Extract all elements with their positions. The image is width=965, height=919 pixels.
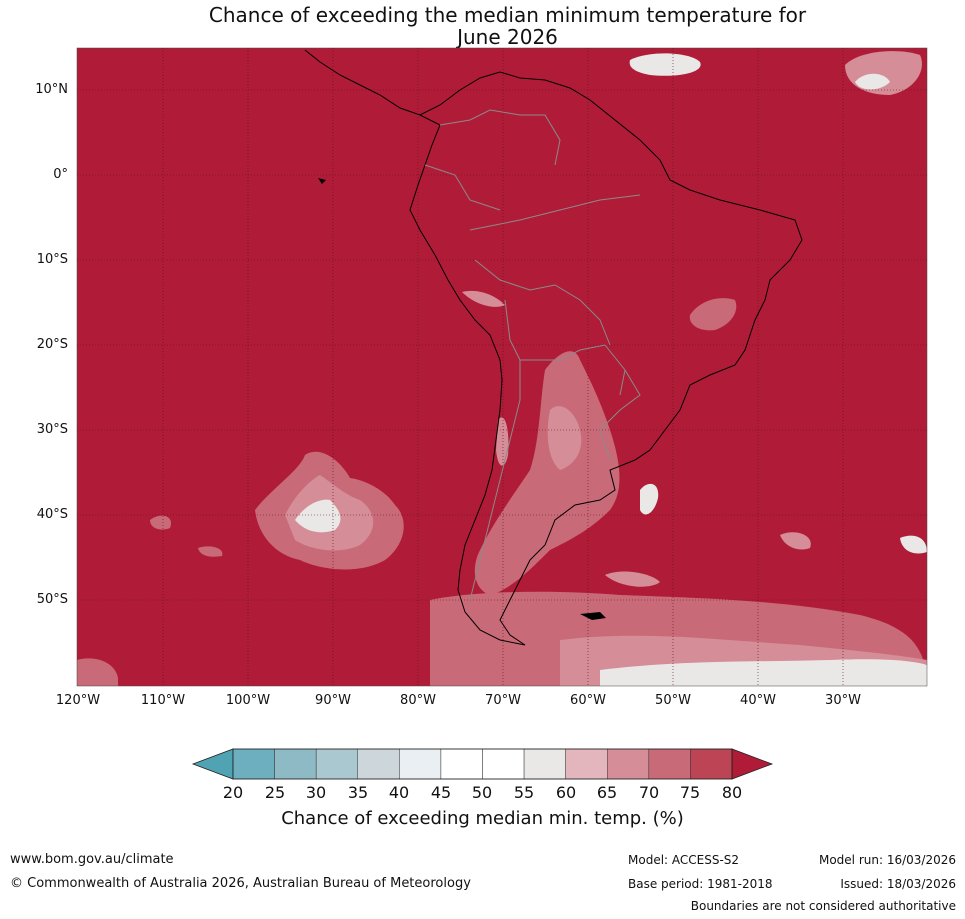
- map-title: Chance of exceeding the median minimum t…: [0, 4, 965, 48]
- website-link[interactable]: www.bom.gov.au/climate: [10, 852, 174, 867]
- patch-brazil: [689, 298, 737, 331]
- colorbar-tick: 50: [471, 783, 493, 802]
- lat-label-30s: 30°S: [36, 422, 68, 437]
- colorbar: [191, 748, 774, 780]
- patch-south-pacific-core: [295, 499, 341, 533]
- lat-label-50s: 50°S: [36, 592, 68, 607]
- colorbar-tick: 35: [347, 783, 369, 802]
- title-line-1: Chance of exceeding the median minimum t…: [208, 3, 807, 27]
- colorbar-cell: [482, 748, 525, 780]
- lon-label-30w: 30°W: [825, 693, 861, 708]
- patch-south-atlantic-4: [900, 535, 927, 554]
- lon-label-100w: 100°W: [225, 693, 271, 708]
- patch-north-atlantic: [629, 53, 701, 76]
- colorbar-tick: 45: [430, 783, 452, 802]
- model-run-date: Model run: 16/03/2026: [818, 853, 956, 867]
- colorbar-tick: 70: [638, 783, 660, 802]
- colorbar-tick: 40: [388, 783, 410, 802]
- patch-argentina: [474, 351, 620, 595]
- colorbar-tick: 55: [513, 783, 535, 802]
- colorbar-tick: 80: [721, 783, 743, 802]
- colorbar-tick: 20: [222, 783, 244, 802]
- lon-label-70w: 70°W: [485, 693, 521, 708]
- colorbar-cell: [274, 748, 317, 780]
- patch-bolivia: [462, 290, 505, 307]
- base-period: Base period: 1981-2018: [628, 877, 773, 891]
- lon-label-40w: 40°W: [740, 693, 776, 708]
- falkland-islands: [580, 612, 606, 620]
- patch-sw-corner: [77, 658, 118, 686]
- colorbar-tick: 75: [679, 783, 701, 802]
- colorbar-cell: [648, 748, 691, 780]
- south-america-coastline: [304, 49, 803, 646]
- probability-contours: [77, 51, 927, 686]
- map-frame: [76, 47, 928, 687]
- patch-argentina-inner: [547, 406, 582, 470]
- colorbar-tick: 60: [555, 783, 577, 802]
- colorbar-tick: 65: [596, 783, 618, 802]
- patch-west-1: [150, 515, 171, 530]
- patch-south-atlantic-1: [640, 483, 659, 515]
- lat-label-10n: 10°N: [35, 82, 68, 97]
- title-line-2: June 2026: [457, 25, 558, 49]
- colorbar-title: Chance of exceeding median min. temp. (%…: [281, 808, 684, 829]
- lat-label-20s: 20°S: [36, 337, 68, 352]
- gridlines: [77, 48, 927, 686]
- boundaries-disclaimer: Boundaries are not considered authoritat…: [690, 899, 956, 913]
- colorbar-cell: [399, 748, 442, 780]
- colorbar-cell: [440, 748, 483, 780]
- issued-date: Issued: 18/03/2026: [840, 877, 956, 891]
- colorbar-cell: [357, 748, 400, 780]
- patch-south-atlantic-3: [780, 532, 811, 550]
- lon-label-50w: 50°W: [655, 693, 691, 708]
- country-boundaries: [424, 109, 641, 601]
- patch-south-atlantic-2: [605, 571, 660, 587]
- lon-label-80w: 80°W: [400, 693, 436, 708]
- lon-label-120w: 120°W: [55, 693, 101, 708]
- lat-label-10s: 10°S: [36, 252, 68, 267]
- lat-label-0: 0°: [53, 167, 68, 182]
- galapagos-islands: [318, 178, 326, 184]
- colorbar-cell: [523, 748, 566, 780]
- colorbar-tick: 30: [305, 783, 327, 802]
- colorbar-low-arrow: [191, 748, 234, 780]
- patch-chile: [496, 417, 509, 466]
- colorbar-tick: 25: [264, 783, 286, 802]
- colorbar-cell: [315, 748, 358, 780]
- colorbar-cell: [565, 748, 608, 780]
- lat-label-40s: 40°S: [36, 507, 68, 522]
- colorbar-cell: [232, 748, 275, 780]
- lon-label-110w: 110°W: [140, 693, 186, 708]
- model-name: Model: ACCESS-S2: [628, 853, 740, 867]
- lon-label-90w: 90°W: [315, 693, 351, 708]
- patch-north-atlantic-east-core: [855, 73, 890, 90]
- copyright-text: © Commonwealth of Australia 2026, Austra…: [10, 876, 471, 891]
- colorbar-cell: [690, 748, 733, 780]
- colorbar-cell: [607, 748, 650, 780]
- lon-label-60w: 60°W: [570, 693, 606, 708]
- patch-southern-ocean-core: [600, 659, 927, 686]
- patch-west-2: [198, 546, 223, 557]
- colorbar-high-arrow: [731, 748, 774, 780]
